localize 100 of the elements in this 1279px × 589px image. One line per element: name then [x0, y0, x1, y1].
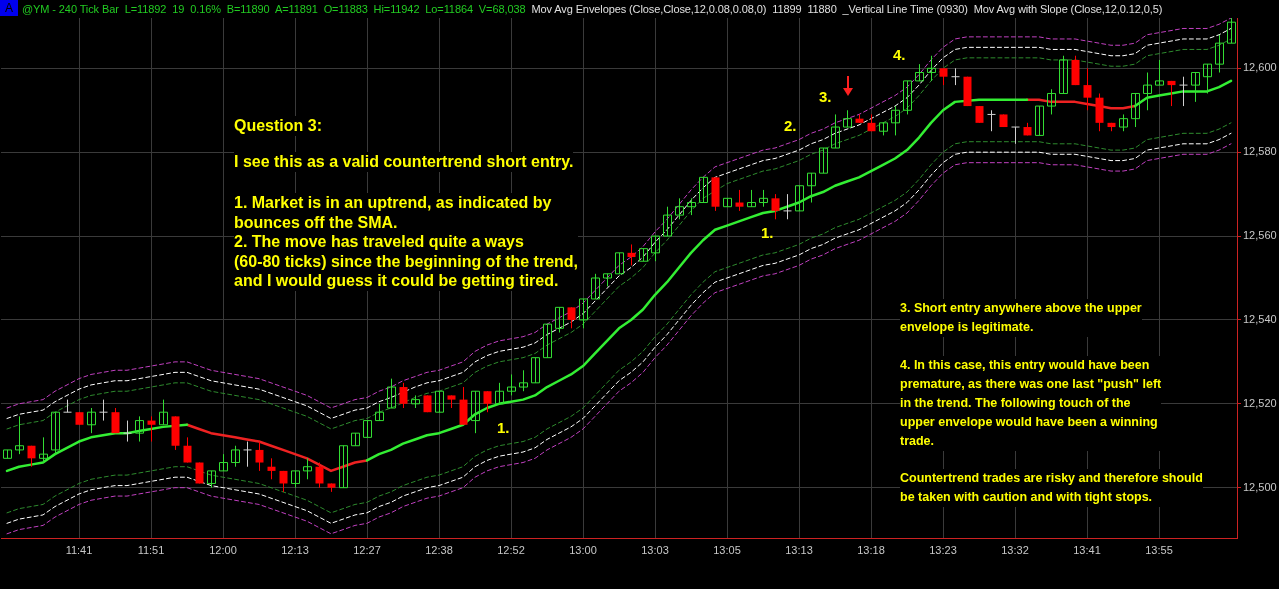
- candlestick: [783, 193, 792, 220]
- candlestick: [543, 323, 552, 359]
- x-tick-label: 13:23: [929, 543, 957, 556]
- candlestick: [591, 273, 600, 300]
- y-tick-label: 12,500: [1243, 480, 1277, 493]
- y-tick-label: 12,520: [1243, 396, 1277, 409]
- candlestick: [135, 415, 144, 443]
- candlestick: [819, 147, 828, 174]
- candlestick: [387, 378, 396, 409]
- candlestick: [699, 176, 708, 204]
- x-tick-label: 11:51: [137, 543, 165, 556]
- candlestick: [87, 407, 96, 434]
- candlestick: [363, 420, 372, 438]
- annotation: Countertrend trades are risky and therefore should be taken with caution and with tight stops.: [900, 469, 1203, 507]
- candlestick: [627, 243, 636, 266]
- x-tick-label: 13:18: [857, 543, 885, 556]
- y-tick-label: 12,540: [1243, 312, 1277, 325]
- text: A: [0, 0, 18, 16]
- candlestick: [63, 399, 72, 413]
- candlestick: [315, 462, 324, 489]
- candlestick: [507, 373, 516, 396]
- candlestick: [1155, 59, 1164, 86]
- candlestick: [1227, 18, 1236, 44]
- chart-title: @YM - 240 Tick Bar L=11892 19 0.16% B=11890 A=11891 O=11883 Hi=11942 Lo=11864 V=68,038: [22, 3, 526, 15]
- candlestick: [231, 445, 240, 468]
- candlestick: [1047, 88, 1056, 115]
- candlestick: [399, 382, 408, 409]
- candlestick: [891, 105, 900, 136]
- chart-subtitle: Mov Avg Envelopes (Close,Close,12,0.08,0.08,0) 11899 11880 _Vertical Line Time (0930) Mov Avg with Slope (Close,12,0.12,0,5): [531, 3, 1163, 15]
- x-tick-label: 11:41: [65, 543, 93, 556]
- candlestick: [111, 407, 120, 434]
- annotation: 1.: [761, 223, 774, 243]
- annotation: 2.: [784, 116, 797, 136]
- candlestick: [927, 55, 936, 82]
- x-tick-label: 13:55: [1145, 543, 1173, 556]
- candlestick: [1191, 72, 1200, 103]
- x-tick-label: 13:03: [641, 543, 669, 556]
- candlestick: [735, 189, 744, 212]
- candlestick: [51, 411, 60, 455]
- candlestick: [903, 80, 912, 115]
- candlestick: [567, 306, 576, 329]
- candlestick: [39, 436, 48, 464]
- candlestick: [807, 172, 816, 204]
- candlestick: [495, 382, 504, 405]
- candlestick: [471, 390, 480, 434]
- candlestick: [147, 415, 156, 443]
- y-tick-label: 12,580: [1243, 145, 1277, 158]
- candlestick: [267, 457, 276, 480]
- x-tick-label: 12:00: [209, 543, 237, 556]
- candlestick: [615, 252, 624, 275]
- candlestick: [651, 235, 660, 262]
- candlestick: [159, 399, 168, 426]
- x-tick-label: 12:52: [497, 543, 525, 556]
- x-tick-label: 13:41: [1073, 543, 1101, 556]
- candlestick: [1215, 34, 1224, 74]
- candlestick: [555, 306, 564, 334]
- candlestick: [831, 113, 840, 149]
- annotation: 4. In this case, this entry would have been premature, as there was one last "push" left in the trend. The following touch of the upper envelope would have been a winning trade.: [900, 356, 1162, 451]
- candlestick: [99, 399, 108, 422]
- x-tick-label: 13:32: [1001, 543, 1029, 556]
- candlestick: [123, 420, 132, 443]
- candlestick: [1059, 55, 1068, 94]
- x-tick-label: 12:27: [353, 543, 381, 556]
- candlestick: [435, 390, 444, 413]
- candlestick: [1083, 67, 1092, 111]
- candlestick: [339, 445, 348, 489]
- y-tick-label: 12,560: [1243, 229, 1277, 242]
- annotation: 1. Market is in an uptrend, as indicated by bounces off the SMA. 2. The move has traveled quite a ways (60-80 ticks) since the beginning of the trend, and I would guess it could be getting tired.: [234, 193, 579, 291]
- x-tick-label: 13:05: [713, 543, 741, 556]
- candlestick: [1143, 72, 1152, 111]
- candlestick: [771, 193, 780, 220]
- candlestick: [519, 369, 528, 392]
- candlestick: [1011, 126, 1020, 145]
- candlestick: [987, 109, 996, 132]
- x-tick-label: 12:13: [281, 543, 309, 556]
- annotation: 3. Short entry anywhere above the upper envelope is legitimate.: [900, 299, 1142, 337]
- candlestick: [183, 436, 192, 464]
- candlestick: [255, 441, 264, 472]
- y-tick-label: 12,600: [1243, 61, 1277, 74]
- candlestick: [1203, 63, 1212, 94]
- annotation: 3.: [819, 87, 832, 107]
- candlestick: [675, 197, 684, 220]
- x-tick-label: 12:38: [425, 543, 453, 556]
- annotation: 1.: [497, 418, 510, 438]
- candlestick: [303, 457, 312, 480]
- annotation: 4.: [893, 45, 906, 65]
- candlestick: [483, 390, 492, 413]
- candlestick: [1167, 80, 1176, 107]
- x-tick-label: 13:00: [569, 543, 597, 556]
- candlestick: [1131, 92, 1140, 128]
- candlestick: [951, 67, 960, 86]
- annotation: I see this as a valid countertrend short entry.: [234, 152, 574, 172]
- candlestick: [1179, 76, 1188, 107]
- candlestick: [1035, 105, 1044, 136]
- candlestick: [579, 298, 588, 329]
- candlestick: [663, 206, 672, 237]
- annotation: Question 3:: [234, 116, 323, 136]
- candlestick: [15, 415, 24, 455]
- candlestick: [639, 248, 648, 262]
- candlestick: [795, 185, 804, 212]
